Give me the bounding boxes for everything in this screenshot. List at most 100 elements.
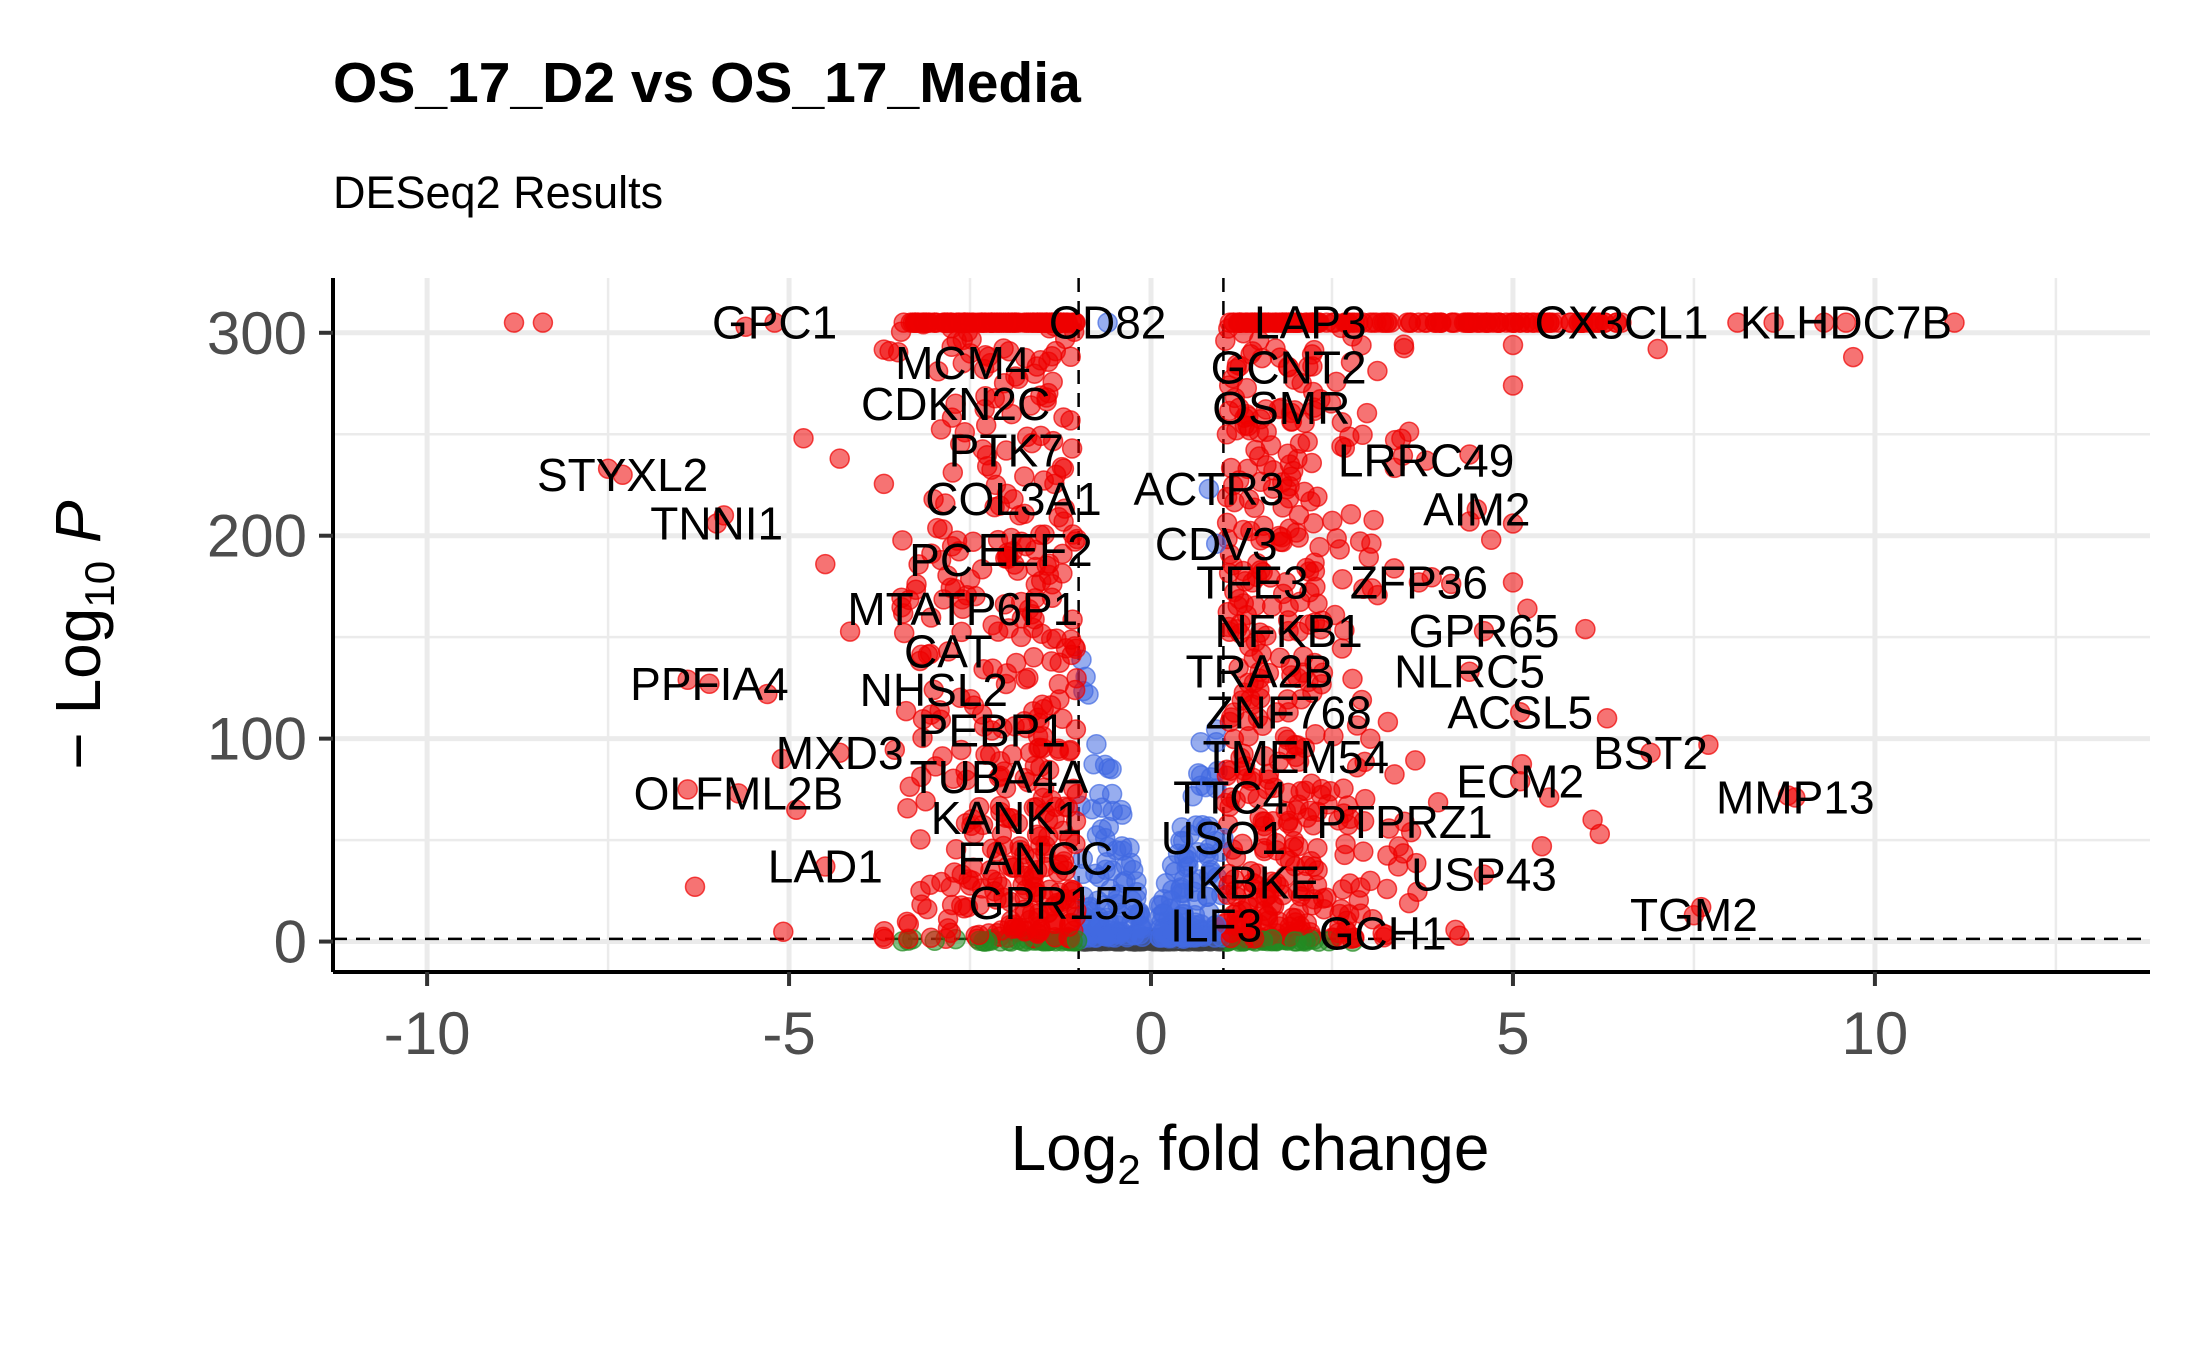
data-point — [1502, 334, 1524, 356]
gene-label: PPFIA4 — [630, 658, 789, 710]
gene-label: CX3CL1 — [1535, 297, 1709, 349]
data-point — [1059, 740, 1080, 762]
data-point — [1356, 402, 1378, 424]
data-point — [1329, 539, 1350, 560]
data-point — [1205, 915, 1227, 936]
data-point — [910, 829, 931, 850]
data-point — [1048, 854, 1070, 875]
data-point — [1005, 652, 1027, 674]
data-point — [1040, 628, 1062, 650]
data-point — [952, 352, 974, 374]
gene-label: TMEM54 — [1203, 731, 1390, 783]
data-point — [1198, 846, 1219, 868]
data-point — [1231, 690, 1253, 711]
gene-label: NLRC5 — [1394, 646, 1545, 698]
data-point — [1242, 341, 1263, 362]
data-point — [963, 695, 985, 716]
data-point — [1309, 536, 1330, 558]
data-point — [897, 798, 918, 819]
data-point — [1044, 809, 1065, 830]
data-point — [1219, 400, 1240, 422]
data-point — [1303, 339, 1325, 361]
data-point — [1343, 927, 1365, 949]
x-tick-label: 10 — [1842, 1000, 1909, 1067]
data-point — [1835, 312, 1857, 333]
data-point — [1047, 312, 1069, 333]
data-point — [1062, 880, 1084, 901]
y-axis-label: − Log10 P — [42, 500, 123, 769]
data-point — [1394, 811, 1415, 833]
gene-label: FANCC — [957, 832, 1113, 884]
gene-label: MXD3 — [776, 727, 904, 779]
data-point — [1095, 859, 1116, 881]
gene-label: MTATP6P1 — [847, 583, 1078, 635]
data-point — [932, 519, 953, 540]
data-point — [998, 340, 1020, 362]
data-point — [1340, 352, 1362, 373]
data-point — [1322, 510, 1343, 532]
data-point — [1360, 870, 1381, 892]
data-point — [1647, 338, 1668, 360]
data-point — [1162, 922, 1183, 943]
data-point — [1372, 923, 1393, 944]
data-point — [773, 921, 794, 943]
data-point — [1059, 828, 1080, 850]
data-point — [1363, 509, 1384, 531]
data-point — [1089, 783, 1110, 805]
gene-label: KLHDC7B — [1740, 297, 1952, 349]
data-point — [1237, 458, 1258, 480]
data-point — [793, 428, 814, 449]
data-point — [1377, 845, 1398, 866]
y-tick-label: 200 — [207, 503, 307, 570]
data-point — [1153, 903, 1175, 924]
data-point — [1278, 620, 1299, 642]
data-point — [1216, 512, 1238, 534]
gene-label: GCH1 — [1319, 907, 1447, 959]
data-point — [1278, 702, 1299, 723]
data-point — [1296, 557, 1317, 579]
data-point — [1538, 787, 1560, 808]
chart-subtitle: DESeq2 Results — [333, 167, 663, 218]
data-point — [1334, 312, 1355, 333]
data-point — [1062, 609, 1083, 630]
data-point — [1195, 776, 1216, 798]
data-point — [1407, 881, 1428, 902]
data-point — [1106, 893, 1128, 915]
data-point — [995, 440, 1017, 461]
data-point — [959, 568, 981, 590]
gene-label: TFE3 — [1196, 556, 1308, 608]
data-point — [930, 549, 952, 571]
x-tick-label: 5 — [1496, 1000, 1529, 1067]
data-point — [1025, 881, 1046, 903]
data-point — [815, 553, 836, 575]
data-point — [1024, 539, 1046, 561]
data-point — [1582, 809, 1603, 831]
data-point — [920, 927, 942, 948]
data-point — [1023, 797, 1045, 818]
data-point — [1226, 618, 1248, 640]
data-point — [1254, 745, 1276, 767]
data-point — [735, 316, 756, 337]
data-point — [1190, 731, 1211, 753]
data-point — [1727, 312, 1748, 333]
data-point — [949, 433, 971, 455]
data-point — [1244, 497, 1265, 519]
data-point — [945, 393, 966, 415]
gene-label: PTPRZ1 — [1316, 796, 1492, 848]
data-point — [1397, 312, 1418, 333]
data-point — [1036, 390, 1057, 412]
data-point — [1091, 819, 1112, 840]
data-point — [1459, 444, 1480, 465]
data-point — [1023, 701, 1044, 722]
data-point — [1305, 723, 1326, 745]
data-point — [1003, 488, 1024, 510]
data-point — [1393, 337, 1415, 359]
gene-label: CAT — [904, 625, 993, 677]
data-point — [1065, 719, 1087, 740]
data-point — [975, 386, 996, 407]
data-point — [1286, 522, 1307, 543]
data-point — [1049, 652, 1070, 673]
data-point — [1383, 558, 1405, 579]
data-point — [757, 683, 778, 705]
